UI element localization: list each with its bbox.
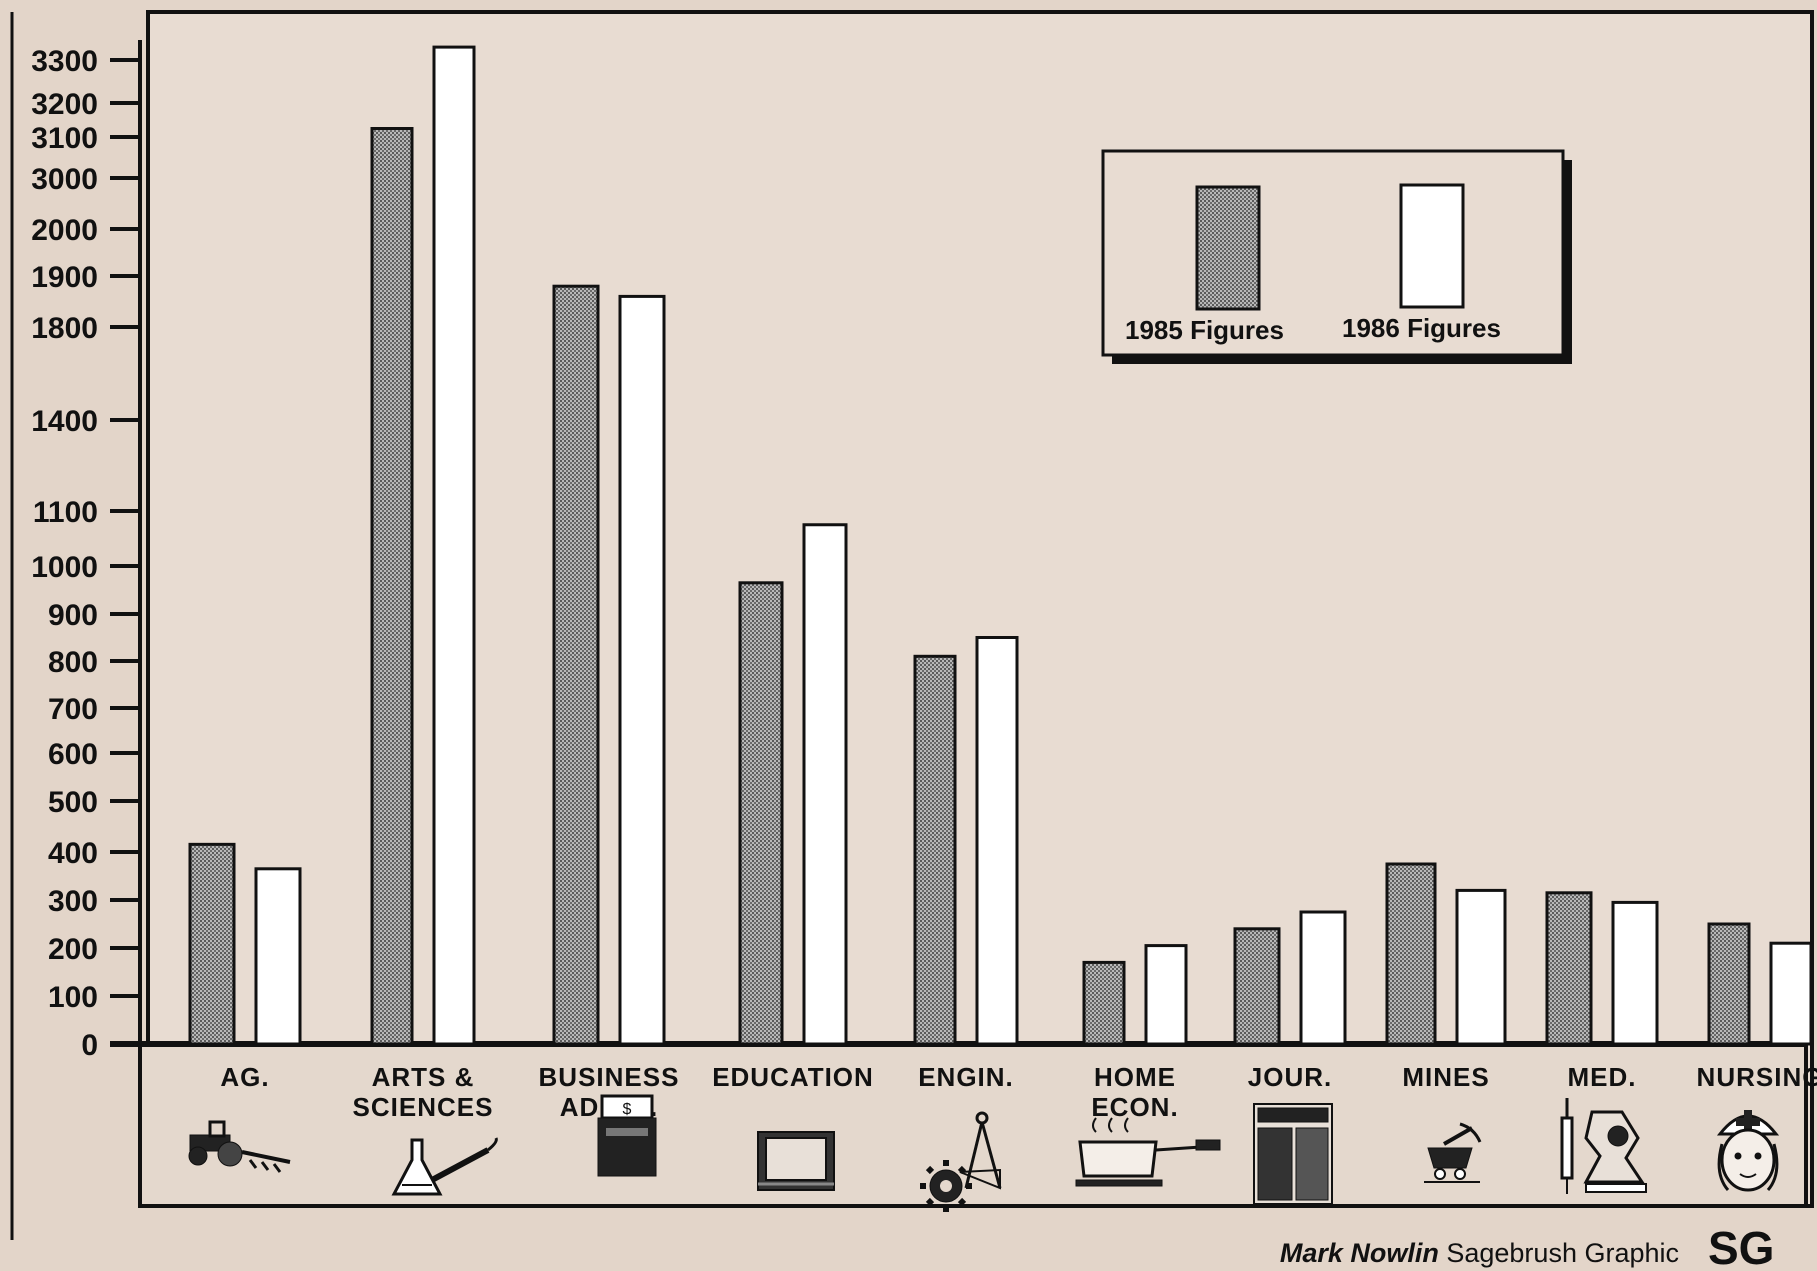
y-tick-label: 600 — [48, 738, 98, 771]
sagebrush-logo: SG — [1708, 1222, 1774, 1271]
bar-1985-6 — [1233, 927, 1281, 1046]
category-label: AG. — [220, 1062, 269, 1092]
category-label: JOUR. — [1248, 1062, 1332, 1092]
category-label: EDUCATION — [712, 1062, 874, 1092]
y-tick-label: 800 — [48, 646, 98, 679]
legend-box — [1101, 149, 1565, 357]
credit-line: Mark Nowlin Sagebrush Graphic — [1280, 1238, 1679, 1269]
bar-1986-8 — [1611, 900, 1659, 1046]
bar-1986-1 — [432, 45, 476, 1046]
gear-and-compass-icon — [920, 1111, 1002, 1212]
category-label: HOME ECON. — [1091, 1062, 1178, 1122]
svg-text:$: $ — [623, 1101, 632, 1118]
y-tick-label: 0 — [81, 1029, 98, 1062]
y-tick-label: 1000 — [31, 551, 98, 584]
category-label: NURSING — [1697, 1062, 1817, 1092]
legend-swatch-1986 — [1399, 183, 1465, 309]
bar-1985-1 — [370, 127, 414, 1046]
bar-1985-5 — [1082, 960, 1126, 1046]
legend-label-1985: 1985 Figures — [1125, 315, 1284, 345]
newspaper-icon — [1253, 1103, 1333, 1205]
category-label: MED. — [1568, 1062, 1637, 1092]
legend-label-1986: 1986 Figures — [1342, 313, 1501, 343]
legend: 1985 Figures 1986 Figures — [1101, 149, 1572, 364]
y-tick-label: 300 — [48, 885, 98, 918]
credit-text: Sagebrush Graphic — [1438, 1238, 1679, 1268]
y-tick-label: 3000 — [31, 163, 98, 196]
y-tick-label: 1400 — [31, 405, 98, 438]
category-label: MINES — [1402, 1062, 1489, 1092]
bar-1986-3 — [802, 523, 848, 1046]
y-tick-label: 500 — [48, 786, 98, 819]
slate-icon — [757, 1131, 835, 1191]
y-tick-label: 3200 — [31, 88, 98, 121]
bar-1986-5 — [1144, 944, 1188, 1046]
y-tick-label: 100 — [48, 981, 98, 1014]
bar-1985-9 — [1707, 922, 1751, 1046]
bar-1986-9 — [1769, 941, 1813, 1046]
steaming-pot-icon — [1075, 1117, 1221, 1187]
category-label: ENGIN. — [918, 1062, 1014, 1092]
y-tick-label: 400 — [48, 837, 98, 870]
tractor-icon — [188, 1120, 291, 1173]
nurse-icon — [1716, 1110, 1780, 1192]
svg-text:SG: SG — [1708, 1222, 1774, 1271]
y-tick-label: 1100 — [33, 496, 98, 529]
y-tick-label: 1800 — [31, 312, 98, 345]
y-tick-label: 700 — [48, 693, 98, 726]
mine-cart-icon — [1424, 1122, 1482, 1183]
legend-swatch-1985 — [1195, 185, 1261, 311]
y-tick-label: 200 — [48, 933, 98, 966]
bar-1986-4 — [975, 636, 1019, 1046]
y-tick-label: 3300 — [31, 45, 98, 78]
bar-1985-7 — [1385, 862, 1437, 1046]
bar-1986-6 — [1299, 910, 1347, 1046]
bar-1986-2 — [618, 294, 666, 1046]
y-tick-label: 3100 — [31, 122, 98, 155]
bar-1985-8 — [1545, 891, 1593, 1046]
cash-register-icon: $ — [597, 1094, 657, 1177]
credit-author: Mark Nowlin — [1279, 1238, 1439, 1268]
flask-and-brush-icon — [391, 1137, 498, 1196]
y-tick-label: 2000 — [31, 214, 98, 247]
bar-1985-4 — [913, 654, 957, 1046]
y-tick-label: 900 — [48, 599, 98, 632]
bar-1986-7 — [1455, 888, 1507, 1046]
bar-1986-0 — [254, 867, 302, 1046]
category-label: ARTS & SCIENCES — [353, 1062, 494, 1122]
y-tick-label: 1900 — [31, 261, 98, 294]
microscope-and-syringe-icon — [1560, 1098, 1647, 1194]
bar-1985-3 — [738, 581, 784, 1046]
bar-1985-2 — [552, 284, 600, 1046]
bar-1985-0 — [188, 842, 236, 1046]
